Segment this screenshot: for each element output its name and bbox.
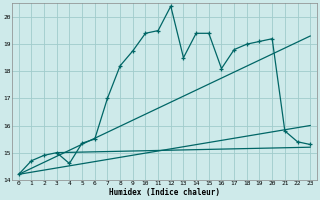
X-axis label: Humidex (Indice chaleur): Humidex (Indice chaleur) <box>109 188 220 197</box>
